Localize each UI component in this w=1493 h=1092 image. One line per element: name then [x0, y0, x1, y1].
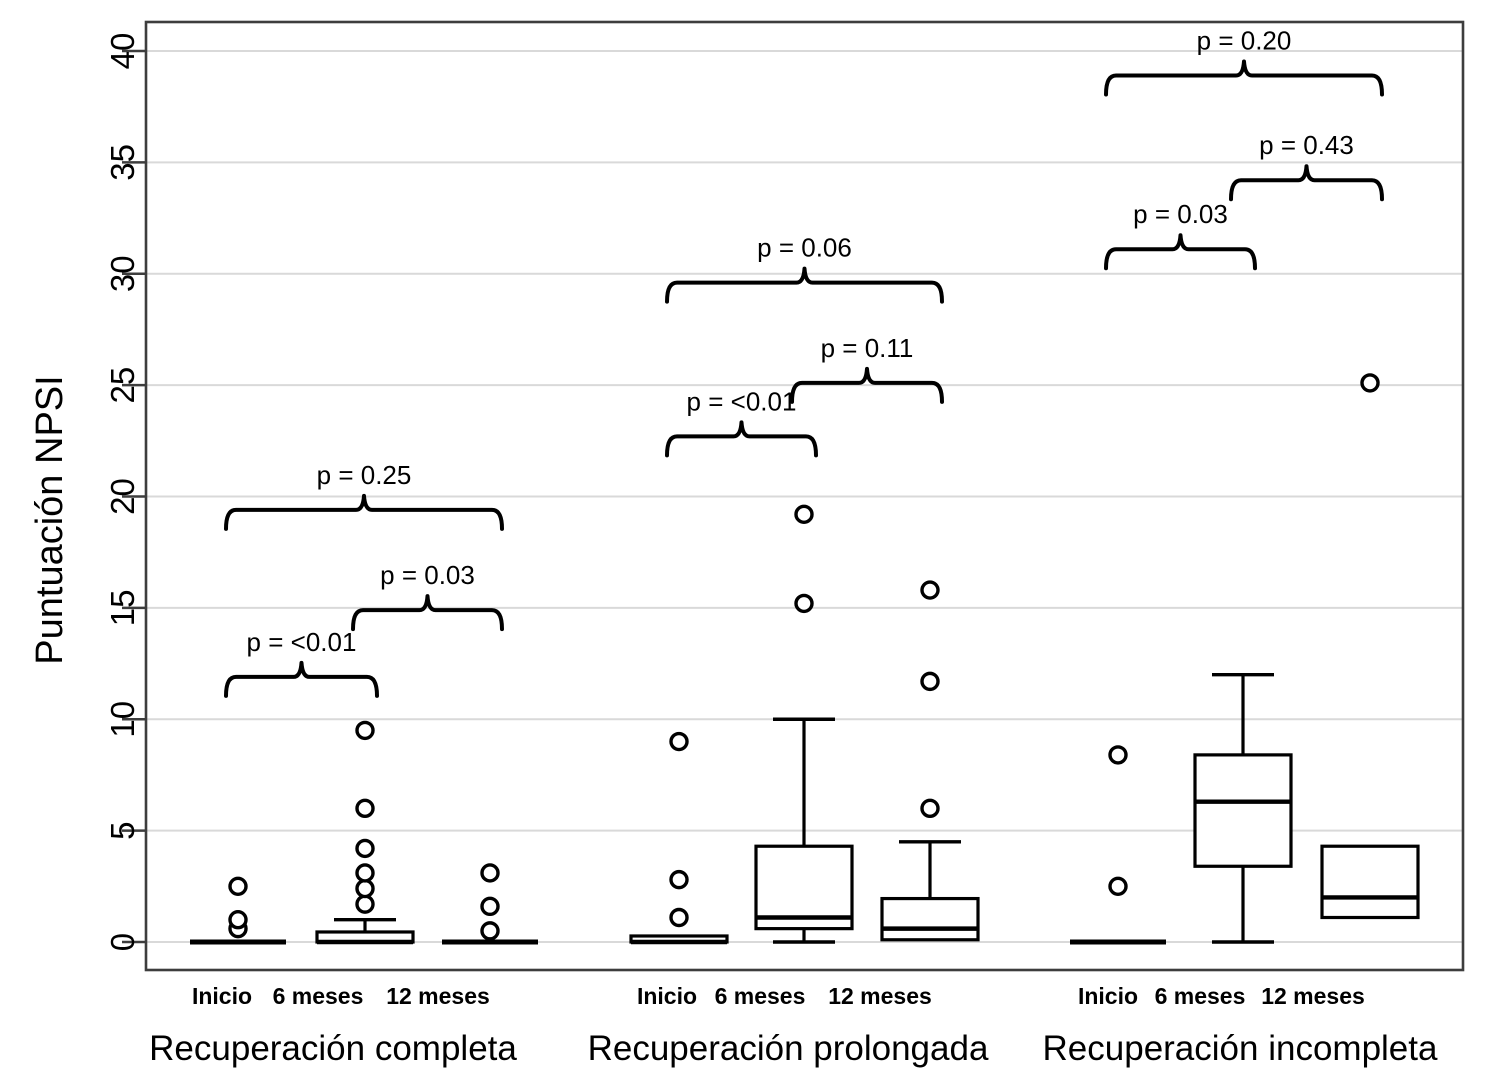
outlier-point: [669, 731, 689, 752]
y-axis-title: Puntuación NPSI: [29, 375, 71, 664]
box: [1193, 753, 1293, 868]
x-tick-label: 6 meses: [273, 983, 364, 1009]
p-value-label: p = 0.43: [1259, 130, 1354, 160]
outlier-point: [355, 798, 375, 819]
x-tick-label: 6 meses: [715, 983, 806, 1009]
significance-bracket: [665, 266, 944, 304]
x-tick-label: 12 meses: [828, 983, 932, 1009]
outlier-point: [669, 907, 689, 928]
p-value-label: p = 0.03: [380, 560, 475, 590]
annotation-layer: p = <0.01 p = 0.03 p = 0.25 p = <0.01 p = 0.…: [224, 26, 1384, 698]
group-label: Recuperación incompleta: [1043, 1029, 1438, 1068]
outlier-point: [1108, 876, 1128, 897]
outlier-point: [1360, 373, 1380, 393]
significance-bracket: [351, 594, 504, 632]
y-tick-label: 15: [104, 590, 141, 627]
significance-bracket: [224, 493, 504, 531]
y-tick-label: 0: [104, 933, 141, 951]
p-value-label: p = 0.03: [1133, 199, 1228, 229]
outlier-point: [794, 504, 814, 525]
outlier-point: [228, 876, 248, 897]
outlier-point: [480, 921, 500, 941]
box: [1320, 844, 1420, 920]
x-tick-label: Inicio: [637, 983, 697, 1009]
significance-bracket: [790, 366, 944, 404]
p-value-label: p = 0.25: [317, 460, 412, 490]
x-tick-label: 12 meses: [1261, 983, 1365, 1009]
group-label: Recuperación prolongada: [588, 1029, 989, 1068]
outlier-point: [1108, 745, 1128, 765]
outlier-point: [355, 838, 375, 859]
outlier-point: [355, 863, 375, 883]
group-label: Recuperación completa: [149, 1029, 517, 1068]
y-tick-label: 10: [104, 701, 141, 738]
outlier-point: [920, 671, 940, 692]
label-layer: Inicio 6 meses 12 meses Recuperación comple…: [149, 983, 1438, 1068]
significance-bracket: [1104, 233, 1257, 271]
outlier-point: [228, 910, 248, 930]
outlier-point: [669, 869, 689, 890]
outlier-point: [920, 580, 940, 600]
y-tick-label: 25: [104, 367, 141, 404]
x-tick-label: 6 meses: [1155, 983, 1246, 1009]
p-value-label: p = 0.11: [821, 333, 914, 363]
box: [754, 844, 854, 931]
box: [880, 896, 980, 942]
significance-bracket: [1104, 59, 1384, 97]
p-value-label: p = <0.01: [687, 386, 797, 416]
outlier-point: [355, 894, 375, 914]
x-tick-label: 12 meses: [386, 983, 490, 1009]
x-tick-label: Inicio: [1078, 983, 1138, 1009]
significance-bracket: [1229, 164, 1384, 202]
outlier-point: [355, 720, 375, 741]
data-layer: [190, 373, 1420, 945]
p-value-label: p = <0.01: [247, 627, 357, 657]
y-tick-label: 35: [104, 144, 141, 181]
y-tick-label: 5: [104, 821, 141, 839]
outlier-point: [920, 798, 940, 819]
significance-bracket: [665, 420, 818, 458]
y-tick-label: 40: [104, 33, 141, 70]
axes-layer: 0 5 10 15 20 25 30 35 40: [104, 20, 1465, 972]
p-value-label: p = 0.20: [1197, 26, 1292, 56]
y-tick-label: 20: [104, 478, 141, 515]
outlier-point: [355, 878, 375, 899]
significance-bracket: [224, 660, 379, 698]
x-tick-label: Inicio: [192, 983, 252, 1009]
outlier-point: [794, 593, 814, 614]
outlier-point: [480, 863, 500, 883]
y-tick-label: 30: [104, 255, 141, 292]
plot-frame: [144, 20, 1465, 972]
p-value-label: p = 0.06: [757, 233, 852, 263]
outlier-point: [480, 896, 500, 917]
